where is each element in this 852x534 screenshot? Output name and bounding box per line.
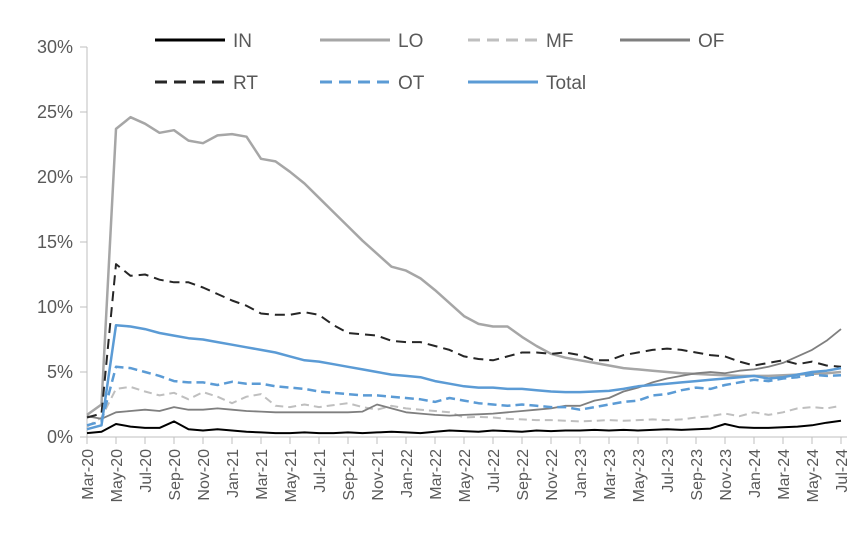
x-axis-tick-label: Mar-24 xyxy=(776,449,793,500)
x-axis-tick-label: Nov-20 xyxy=(196,449,213,501)
series-line-of xyxy=(86,328,842,420)
x-axis-tick-label: Jul-20 xyxy=(138,449,155,493)
legend-label-of: OF xyxy=(698,31,724,52)
x-axis-tick-label: Jan-22 xyxy=(399,449,416,498)
y-axis-tick-label: 15% xyxy=(37,232,73,252)
y-axis-tick-label: 0% xyxy=(47,427,73,447)
legend-label-total: Total xyxy=(546,73,586,94)
x-axis-tick-label: Sep-21 xyxy=(341,449,358,501)
legend-label-rt: RT xyxy=(233,73,258,94)
x-axis-tick-label: Jul-21 xyxy=(312,449,329,493)
y-axis-tick-label: 30% xyxy=(37,37,73,57)
series-line-total xyxy=(86,323,842,431)
x-axis-tick-label: Jan-21 xyxy=(225,449,242,498)
legend-label-lo: LO xyxy=(398,31,423,52)
y-axis-tick-label: 5% xyxy=(47,362,73,382)
x-axis-tick-label: Mar-22 xyxy=(428,449,445,500)
x-axis-tick-label: Sep-23 xyxy=(689,449,706,501)
series-line-lo xyxy=(86,115,842,416)
x-axis-tick-label: Jul-22 xyxy=(486,449,503,493)
x-axis-tick-label: Jan-24 xyxy=(747,449,764,498)
x-axis-tick-label: Sep-22 xyxy=(515,449,532,501)
x-axis-tick-label: Sep-20 xyxy=(167,449,184,501)
series-line-ot xyxy=(86,365,842,427)
series-line-mf xyxy=(86,385,842,428)
x-axis-tick-label: May-24 xyxy=(805,449,822,502)
series-line-in xyxy=(86,419,842,435)
x-axis-tick-label: May-21 xyxy=(283,449,300,502)
legend-label-in: IN xyxy=(233,31,252,52)
x-axis-tick-label: Jul-24 xyxy=(834,449,851,493)
legend-label-mf: MF xyxy=(546,31,573,52)
y-axis-tick-label: 10% xyxy=(37,297,73,317)
x-axis-tick-label: Nov-21 xyxy=(370,449,387,501)
legend-label-ot: OT xyxy=(398,73,425,94)
x-axis-tick-label: Mar-23 xyxy=(602,449,619,500)
x-axis-tick-label: May-20 xyxy=(109,449,126,502)
series-line-rt xyxy=(86,263,842,419)
x-axis-tick-label: Mar-21 xyxy=(254,449,271,500)
x-axis-tick-label: Nov-23 xyxy=(718,449,735,501)
x-axis-tick-label: May-22 xyxy=(457,449,474,502)
x-axis-tick-label: Jan-23 xyxy=(573,449,590,498)
x-axis-tick-label: Jul-23 xyxy=(660,449,677,493)
y-axis-tick-label: 25% xyxy=(37,102,73,122)
x-axis-tick-label: May-23 xyxy=(631,449,648,502)
x-axis-tick-label: Nov-22 xyxy=(544,449,561,501)
x-axis-tick-label: Mar-20 xyxy=(80,449,97,500)
y-axis-tick-label: 20% xyxy=(37,167,73,187)
